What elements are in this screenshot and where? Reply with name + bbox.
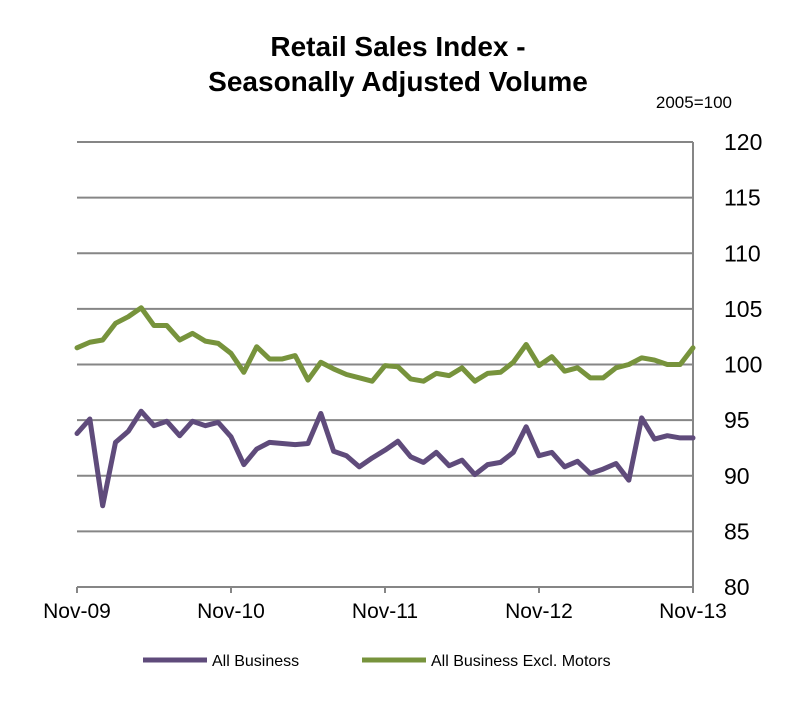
x-tick-label-nov-09: Nov-09 bbox=[43, 600, 111, 623]
chart-title-line-2: Seasonally Adjusted Volume bbox=[208, 66, 588, 97]
chart-title-line-1: Retail Sales Index - bbox=[270, 31, 525, 62]
axes bbox=[76, 142, 694, 593]
gridlines bbox=[77, 141, 693, 533]
legend-label-all-business: All Business bbox=[212, 653, 299, 670]
x-tick-label-nov-13: Nov-13 bbox=[659, 600, 727, 623]
y-tick-labels: 80 85 90 95 100 105 110 115 120 bbox=[724, 129, 762, 600]
y-tick-label-115: 115 bbox=[724, 185, 761, 211]
x-tick-label-nov-10: Nov-10 bbox=[197, 600, 265, 623]
y-tick-label-110: 110 bbox=[724, 240, 761, 266]
x-tick-label-nov-12: Nov-12 bbox=[505, 600, 573, 623]
x-tick-labels: Nov-09 Nov-10 Nov-11 Nov-12 Nov-13 bbox=[43, 600, 727, 623]
y-tick-label-90: 90 bbox=[724, 463, 750, 489]
y-tick-label-120: 120 bbox=[724, 129, 762, 155]
x-tick-label-nov-11: Nov-11 bbox=[352, 600, 418, 623]
legend-label-all-business-excl-motors: All Business Excl. Motors bbox=[431, 653, 611, 670]
y-tick-label-105: 105 bbox=[724, 296, 762, 322]
y-tick-label-80: 80 bbox=[724, 574, 750, 600]
y-tick-label-95: 95 bbox=[724, 407, 750, 433]
series-lines bbox=[74, 305, 696, 509]
legend: All Business All Business Excl. Motors bbox=[143, 653, 611, 670]
series-line-all-business bbox=[74, 408, 696, 509]
series-line-all-business-excl-motors bbox=[74, 305, 696, 384]
unit-label: 2005=100 bbox=[656, 93, 732, 112]
y-tick-label-85: 85 bbox=[724, 518, 750, 544]
y-tick-label-100: 100 bbox=[724, 352, 762, 378]
